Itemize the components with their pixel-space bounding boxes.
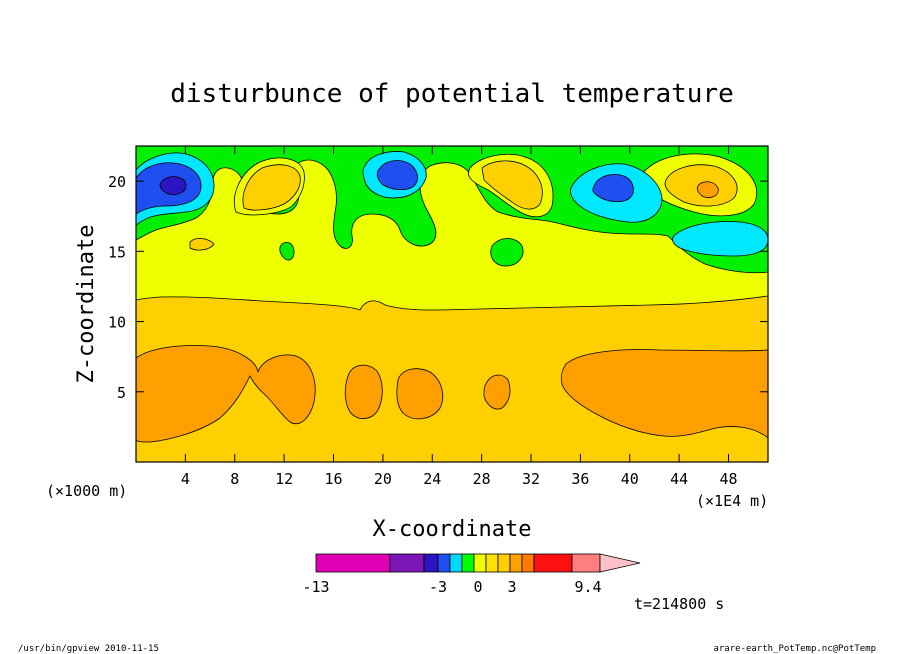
contour-blue-3 [592, 174, 634, 202]
y-axis-label: Z-coordinate [74, 225, 99, 384]
colorbar-label-max: 9.4 [574, 578, 601, 596]
colorbar-label-3: 3 [507, 578, 516, 596]
contour-orange-pocket [696, 181, 719, 198]
colorbar-segment [315, 553, 391, 573]
colorbar [315, 553, 641, 573]
colorbar-segment [423, 553, 439, 573]
x-axis-label: X-coordinate [373, 517, 532, 542]
chart-title: disturbunce of potential temperature [170, 79, 734, 109]
colorbar-segment [533, 553, 573, 573]
y-axis-ticks: 5 10 15 20 [108, 173, 768, 402]
colorbar-extend-arrow [599, 553, 641, 573]
colorbar-label-min: -13 [302, 578, 329, 596]
x-tick-label: 24 [423, 470, 441, 488]
contour-green-island-1 [279, 242, 295, 261]
x-tick-label: 28 [473, 470, 491, 488]
colorbar-segment [521, 553, 535, 573]
colorbar-segment [473, 553, 487, 573]
x-tick-label: 36 [571, 470, 589, 488]
colorbar-segment [461, 553, 475, 573]
colorbar-segment [449, 553, 463, 573]
contour-green-island-2 [490, 238, 524, 267]
footer-right: arare-earth_PotTemp.nc@PotTemp [713, 644, 876, 654]
colorbar-segment [389, 553, 425, 573]
x-unit-left: (×1000 m) [46, 482, 127, 500]
colorbar-segment [485, 553, 499, 573]
contour-orange-5 [560, 349, 768, 439]
plot-frame [135, 145, 769, 463]
y-tick-label: 20 [108, 173, 126, 191]
x-tick-label: 12 [275, 470, 293, 488]
colorbar-segment [571, 553, 601, 573]
contour-darkblue-1 [159, 176, 187, 195]
contour-gold-pocket-2 [481, 160, 543, 210]
contour-blue-2 [376, 160, 418, 190]
contour-gold-island-1 [189, 238, 215, 251]
y-tick-label: 15 [108, 243, 126, 261]
colorbar-labels: -13 -3 0 3 9.4 [302, 578, 601, 596]
contour-orange-4 [483, 374, 511, 410]
x-tick-label: 8 [230, 470, 239, 488]
x-tick-label: 40 [621, 470, 639, 488]
contour-orange-3 [396, 368, 444, 420]
colorbar-segment [509, 553, 523, 573]
x-tick-label: 4 [181, 470, 190, 488]
y-tick-label: 5 [117, 384, 126, 402]
contour-orange-2 [344, 364, 383, 419]
footer-left: /usr/bin/gpview 2010-11-15 [18, 644, 159, 654]
colorbar-label-neg3: -3 [429, 578, 447, 596]
contour-orange-1 [136, 345, 316, 443]
x-axis-ticks: 4 8 12 16 20 24 28 32 36 40 44 48 [181, 146, 738, 488]
colorbar-segment [497, 553, 511, 573]
contour-gold-pocket-1 [242, 164, 301, 211]
x-unit-right: (×1E4 m) [696, 492, 768, 510]
x-tick-label: 44 [670, 470, 688, 488]
x-tick-label: 16 [324, 470, 342, 488]
colorbar-label-zero: 0 [473, 578, 482, 596]
contour-field [136, 146, 768, 462]
x-tick-label: 32 [522, 470, 540, 488]
x-tick-label: 48 [719, 470, 737, 488]
colorbar-segment [437, 553, 451, 573]
y-tick-label: 10 [108, 314, 126, 332]
contour-cyan-4 [672, 221, 768, 257]
x-tick-label: 20 [374, 470, 392, 488]
time-label: t=214800 s [634, 595, 724, 613]
